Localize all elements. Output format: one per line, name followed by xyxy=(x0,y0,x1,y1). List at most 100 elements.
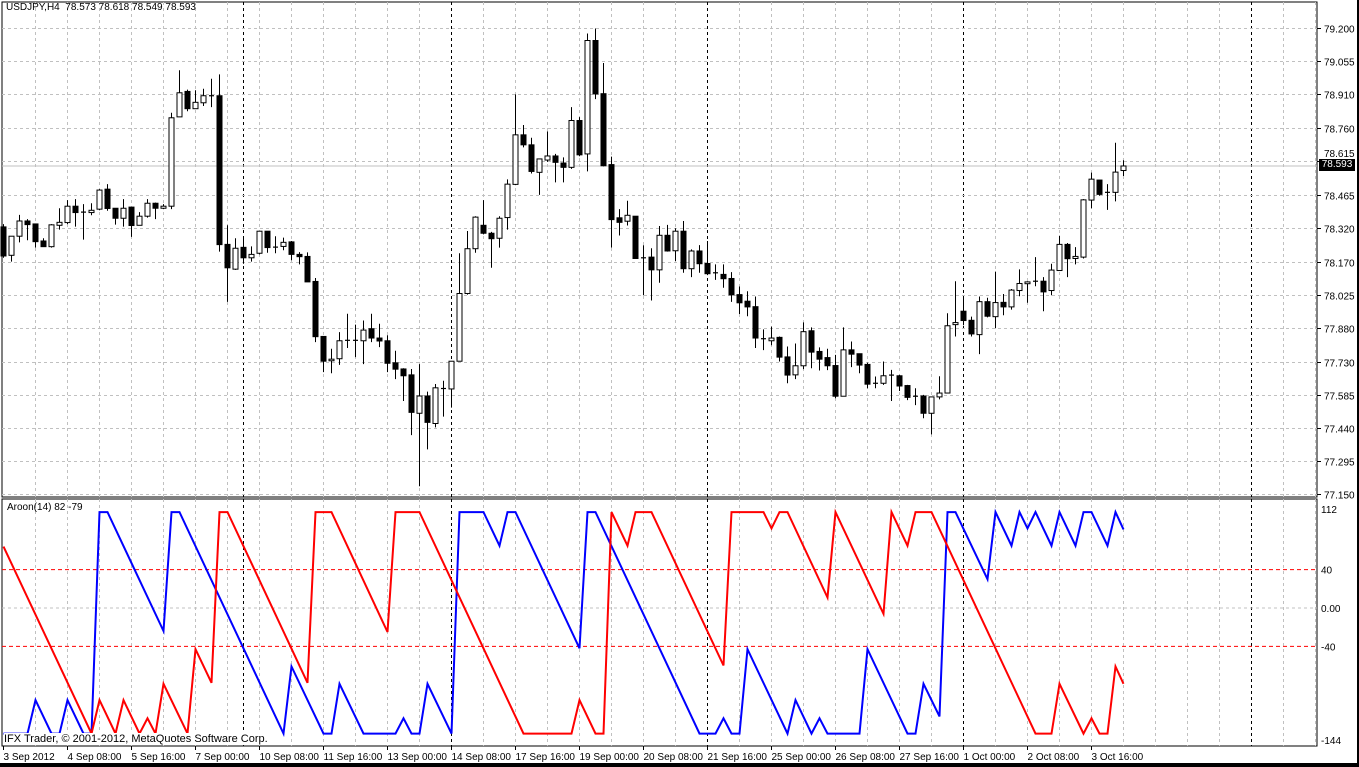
candle-body-bear xyxy=(216,95,223,246)
candle xyxy=(1072,247,1079,265)
indicator-tick-label: -144 xyxy=(1321,736,1341,747)
candle-body-bull xyxy=(280,241,287,247)
candle-body-bear xyxy=(312,280,319,338)
candle-body-bear xyxy=(904,385,911,398)
candle-body-bear xyxy=(1096,179,1103,195)
indicator-tick-label: 0.00 xyxy=(1321,604,1341,615)
grid xyxy=(1,1,1318,747)
candle-body-bull xyxy=(200,95,207,104)
candle xyxy=(976,296,983,355)
candle xyxy=(768,326,775,346)
candle xyxy=(528,137,535,174)
candle-body-bear xyxy=(376,337,383,342)
candle-body-bull xyxy=(168,117,175,207)
candle xyxy=(944,313,951,394)
candle xyxy=(56,208,63,230)
candle-body-bull xyxy=(768,337,775,342)
candle-body-bear xyxy=(40,240,47,248)
price-tick-label: 78.320 xyxy=(1324,225,1355,236)
candle-body-bull xyxy=(464,248,471,294)
aroon-up-line xyxy=(3,508,1125,738)
indicator-tick-label: 112 xyxy=(1321,505,1337,516)
candle-body-bear xyxy=(152,202,159,209)
candle xyxy=(81,204,86,240)
aroon-down-line xyxy=(2,508,1125,738)
candle xyxy=(112,207,119,225)
candle xyxy=(48,224,55,248)
candle-body-bear xyxy=(832,365,839,397)
time-tick-label: 11 Sep 16:00 xyxy=(324,752,383,763)
candle-body-bear xyxy=(1000,301,1007,308)
candle-body-bull xyxy=(472,216,479,250)
candle xyxy=(1056,235,1063,272)
candle xyxy=(376,323,383,348)
candle-body-bull xyxy=(432,387,439,425)
candle xyxy=(288,240,295,261)
candle xyxy=(616,209,623,236)
candle-body-bear xyxy=(24,220,31,226)
candle-body-bear xyxy=(128,206,135,227)
time-tick-label: 19 Sep 00:00 xyxy=(580,752,640,763)
candle xyxy=(144,199,151,218)
candle-body-bull xyxy=(800,331,807,367)
candle-body-bear xyxy=(0,226,7,257)
candle-body-bull xyxy=(1080,199,1087,258)
candle xyxy=(992,271,999,329)
candle xyxy=(264,230,271,253)
candle-body-bull xyxy=(496,217,503,239)
candle-body-bear xyxy=(968,319,975,335)
candle-body-bear xyxy=(528,144,535,172)
candle xyxy=(209,78,214,108)
candle-body-bear xyxy=(368,328,375,339)
candle xyxy=(641,245,646,296)
candle xyxy=(408,368,415,436)
candle-body-bear xyxy=(616,217,623,223)
candle xyxy=(416,364,423,487)
candle-body-bull xyxy=(544,155,551,161)
candle xyxy=(88,203,95,216)
candle xyxy=(128,206,135,237)
candle-body-bull xyxy=(16,220,23,237)
price-tick-label: 77.880 xyxy=(1324,325,1355,336)
price-tick-label: 78.615 xyxy=(1324,149,1355,160)
time-tick-label: 14 Sep 08:00 xyxy=(452,752,512,763)
time-tick-label: 20 Sep 08:00 xyxy=(644,752,704,763)
candle-body-bear xyxy=(824,357,831,367)
candle xyxy=(1105,184,1110,210)
candle-body-bear xyxy=(896,375,903,387)
candle xyxy=(864,362,871,389)
candle xyxy=(1112,142,1119,202)
candle xyxy=(1016,269,1023,297)
price-tick-label: 77.150 xyxy=(1324,491,1355,502)
candle-body-bear xyxy=(736,294,743,304)
candle-body-bull xyxy=(1048,269,1055,292)
candle xyxy=(240,237,247,264)
candle xyxy=(392,350,399,380)
candle xyxy=(136,212,143,226)
candle xyxy=(72,199,79,227)
symbol-timeframe: USDJPY,H4 xyxy=(6,2,60,13)
candle xyxy=(952,281,959,337)
candle xyxy=(345,313,350,349)
candle xyxy=(32,223,39,248)
candle-body-bear xyxy=(784,356,791,376)
candle-body-bull xyxy=(656,234,663,271)
candle xyxy=(336,332,343,365)
candle-body-bull xyxy=(1112,171,1119,193)
candle-body-bull xyxy=(840,349,847,397)
candle-body-bull xyxy=(64,205,71,224)
candle-body-bear xyxy=(320,335,327,362)
candle-body-bear xyxy=(984,301,991,317)
candle-body-bull xyxy=(1120,165,1127,172)
candle xyxy=(184,89,191,112)
candle-body-bull xyxy=(792,365,799,376)
candle xyxy=(904,384,911,401)
candle xyxy=(8,235,15,262)
price-tick-label: 78.910 xyxy=(1324,91,1355,102)
candle xyxy=(384,335,391,373)
candle-body-bull xyxy=(56,221,63,226)
candle-body-bull xyxy=(328,358,335,362)
candle xyxy=(512,94,519,186)
candle-body-bull xyxy=(944,325,951,394)
